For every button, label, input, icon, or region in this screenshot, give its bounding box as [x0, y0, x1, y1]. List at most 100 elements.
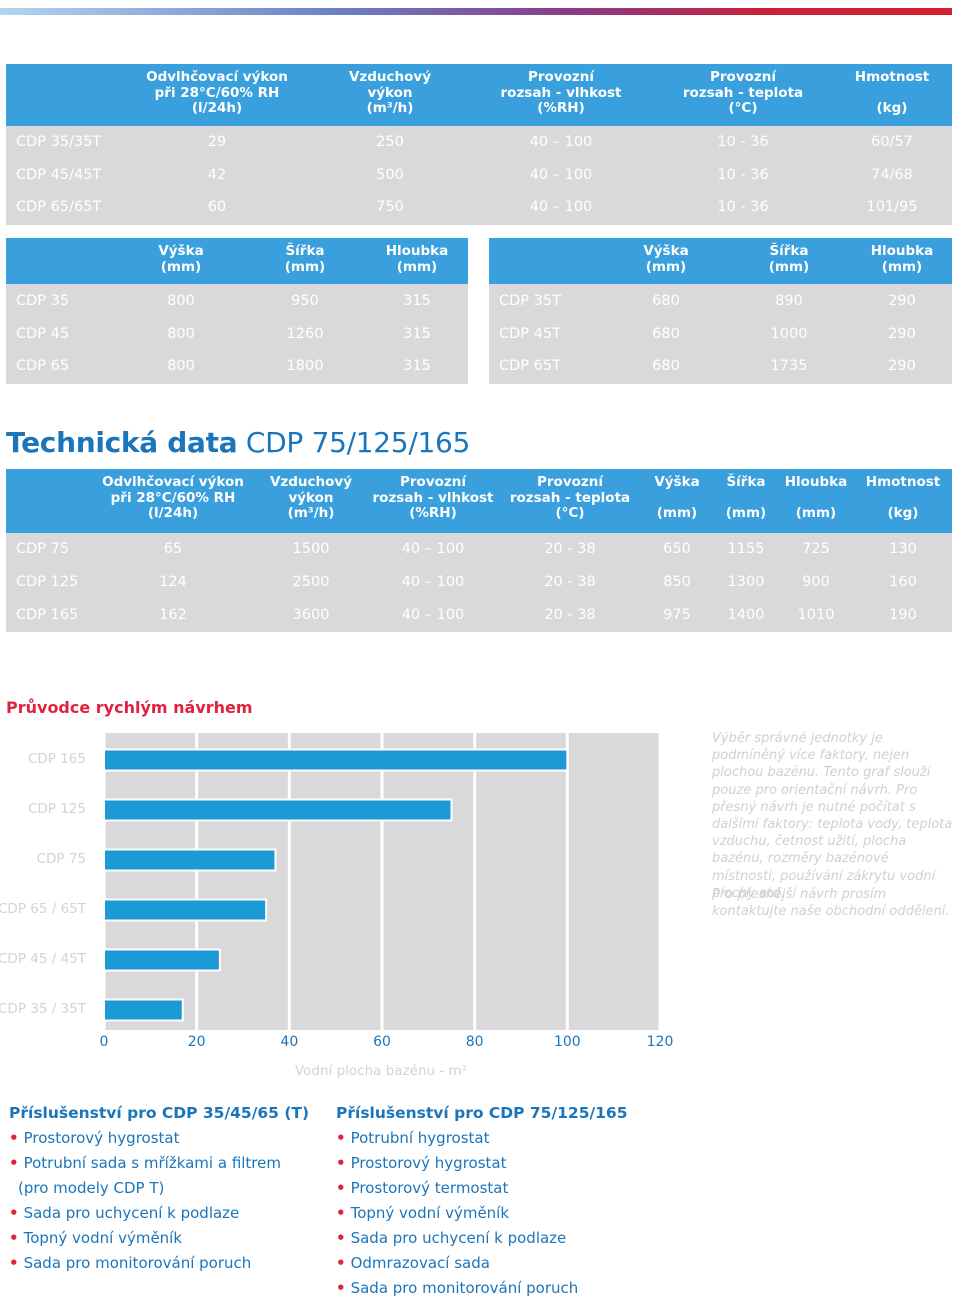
table-header: [489, 238, 952, 284]
list-item-label: Potrubní sada s mřížkami a filtrem: [23, 1154, 281, 1172]
chart-x-tick-label: 0: [99, 1034, 109, 1050]
column-header: Odvlhčovací výkon při 28°C/60% RH (l/24h…: [146, 69, 288, 116]
list-item: • Odmrazovací sada: [336, 1251, 578, 1276]
table-header: [6, 469, 952, 533]
accessories-right-list: • Potrubní hygrostat • Prostorový hygrostat…: [336, 1126, 578, 1299]
table-cell: 20 - 38: [544, 574, 596, 590]
table-cell: 725: [802, 541, 830, 557]
chart-category-label: CDP 125: [27, 801, 86, 817]
chart-x-tick-label: 80: [465, 1034, 484, 1050]
list-item: • Topný vodní výměník: [336, 1201, 578, 1226]
bullet-icon: •: [9, 1154, 19, 1172]
table-cell: 680: [652, 358, 680, 374]
chart-category-label: CDP 65 / 65T: [0, 901, 86, 917]
row-model-label: CDP 45/45T: [16, 167, 102, 183]
list-item: • Sada pro monitorování poruch: [9, 1251, 281, 1276]
chart-bar: [103, 948, 221, 972]
list-item: • Sada pro uchycení k podlaze: [9, 1201, 281, 1226]
table-cell: 40 – 100: [529, 134, 593, 150]
list-item-label: Odmrazovací sada: [350, 1254, 490, 1272]
column-header: Hloubka (mm): [385, 243, 449, 275]
accessories-left-title: Příslušenství pro CDP 35/45/65 (T): [9, 1104, 310, 1122]
table-cell: 850: [663, 574, 691, 590]
list-item: • Sada pro uchycení k podlaze: [336, 1226, 578, 1251]
list-item-label: Sada pro monitorování poruch: [350, 1279, 579, 1297]
chart-x-tick-label: 120: [646, 1034, 674, 1050]
table-cell: 74/68: [871, 167, 913, 183]
bullet-icon: •: [336, 1229, 346, 1247]
bullet-icon: •: [336, 1129, 346, 1147]
table-cell: 975: [663, 607, 691, 623]
table-cell: 10 - 36: [717, 167, 769, 183]
chart-category-label: CDP 45 / 45T: [0, 951, 86, 967]
table-cell: 1500: [292, 541, 330, 557]
bullet-icon: •: [336, 1179, 346, 1197]
bullet-icon: •: [336, 1279, 346, 1297]
table-cell: 124: [159, 574, 187, 590]
column-header: Vzduchový výkon (m³/h): [269, 474, 353, 521]
bullet-icon: •: [9, 1229, 19, 1247]
table-header: [6, 238, 468, 284]
list-item-label: Sada pro uchycení k podlaze: [350, 1229, 567, 1247]
table-cell: 160: [889, 574, 917, 590]
chart-x-tick-label: 40: [280, 1034, 299, 1050]
table-cell: 1400: [727, 607, 765, 623]
chart-plot-area: [104, 733, 660, 1030]
row-model-label: CDP 125: [16, 574, 79, 590]
list-item: • Potrubní sada s mřížkami a filtrem: [9, 1151, 281, 1176]
column-header: Hmotnost (kg): [854, 69, 930, 116]
chart-bar: [103, 748, 569, 772]
table-cell: 315: [403, 326, 431, 342]
table-cell: 500: [376, 167, 404, 183]
list-item: • Prostorový hygrostat: [9, 1126, 281, 1151]
table-cell: 20 - 38: [544, 541, 596, 557]
row-model-label: CDP 65/65T: [16, 199, 102, 215]
column-header: Šířka (mm): [725, 474, 767, 521]
table-cell: 800: [167, 326, 195, 342]
chart-x-tick-label: 60: [373, 1034, 391, 1050]
chart-x-tick-label: 20: [187, 1034, 206, 1050]
table-cell: 162: [159, 607, 187, 623]
spec-table-large: Odvlhčovací výkon při 28°C/60% RH (l/24h…: [6, 469, 952, 632]
table-cell: 680: [652, 326, 680, 342]
table-cell: 60/57: [871, 134, 913, 150]
bullet-icon: •: [9, 1254, 19, 1272]
list-item-label: Prostorový hygrostat: [23, 1129, 180, 1147]
table-cell: 290: [888, 293, 916, 309]
table-cell: 950: [291, 293, 319, 309]
table-cell: 900: [802, 574, 830, 590]
spec-table-small: Odvlhčovací výkon při 28°C/60% RH (l/24h…: [6, 64, 952, 225]
table-cell: 10 - 36: [717, 134, 769, 150]
table-cell: 1010: [797, 607, 835, 623]
table-cell: 40 – 100: [529, 199, 593, 215]
chart-x-tick-label: 100: [553, 1034, 581, 1050]
list-item: • Topný vodní výměník: [9, 1226, 281, 1251]
column-header: Hmotnost (kg): [865, 474, 941, 521]
table-cell: 40 – 100: [401, 541, 465, 557]
list-item-label: Sada pro monitorování poruch: [23, 1254, 252, 1272]
list-item: (pro modely CDP T): [9, 1176, 281, 1201]
dimension-table-t: Výška (mm) Šířka (mm) Hloubka (mm) CDP 35T 6…: [489, 238, 952, 384]
column-header: Hloubka (mm): [870, 243, 934, 275]
column-header: Odvlhčovací výkon při 28°C/60% RH (l/24h…: [102, 474, 244, 521]
list-item-label: Sada pro uchycení k podlaze: [23, 1204, 240, 1222]
list-item: • Sada pro monitorování poruch: [336, 1276, 578, 1299]
row-model-label: CDP 75: [16, 541, 70, 557]
accessories-left-list: • Prostorový hygrostat • Potrubní sada s mř…: [9, 1126, 281, 1276]
chart-bar: [103, 898, 268, 922]
bullet-icon: •: [336, 1154, 346, 1172]
table-cell: 750: [376, 199, 404, 215]
chart-bar: [103, 848, 277, 872]
table-cell: 40 – 100: [529, 167, 593, 183]
guide-contact-note: Pro přesnější návrh prosím kontaktujte n…: [712, 887, 950, 920]
list-item-label: Prostorový hygrostat: [350, 1154, 507, 1172]
dimension-table-standard: Výška (mm) Šířka (mm) Hloubka (mm) CDP 35 80…: [6, 238, 468, 384]
table-cell: 800: [167, 293, 195, 309]
list-item-label: Prostorový termostat: [350, 1179, 509, 1197]
row-model-label: CDP 45: [16, 326, 70, 342]
table-cell: 101/95: [866, 199, 918, 215]
table-cell: 130: [889, 541, 917, 557]
column-header: Provozní rozsah - teplota (°C): [509, 474, 631, 521]
table-cell: 890: [775, 293, 803, 309]
table-cell: 1155: [727, 541, 765, 557]
